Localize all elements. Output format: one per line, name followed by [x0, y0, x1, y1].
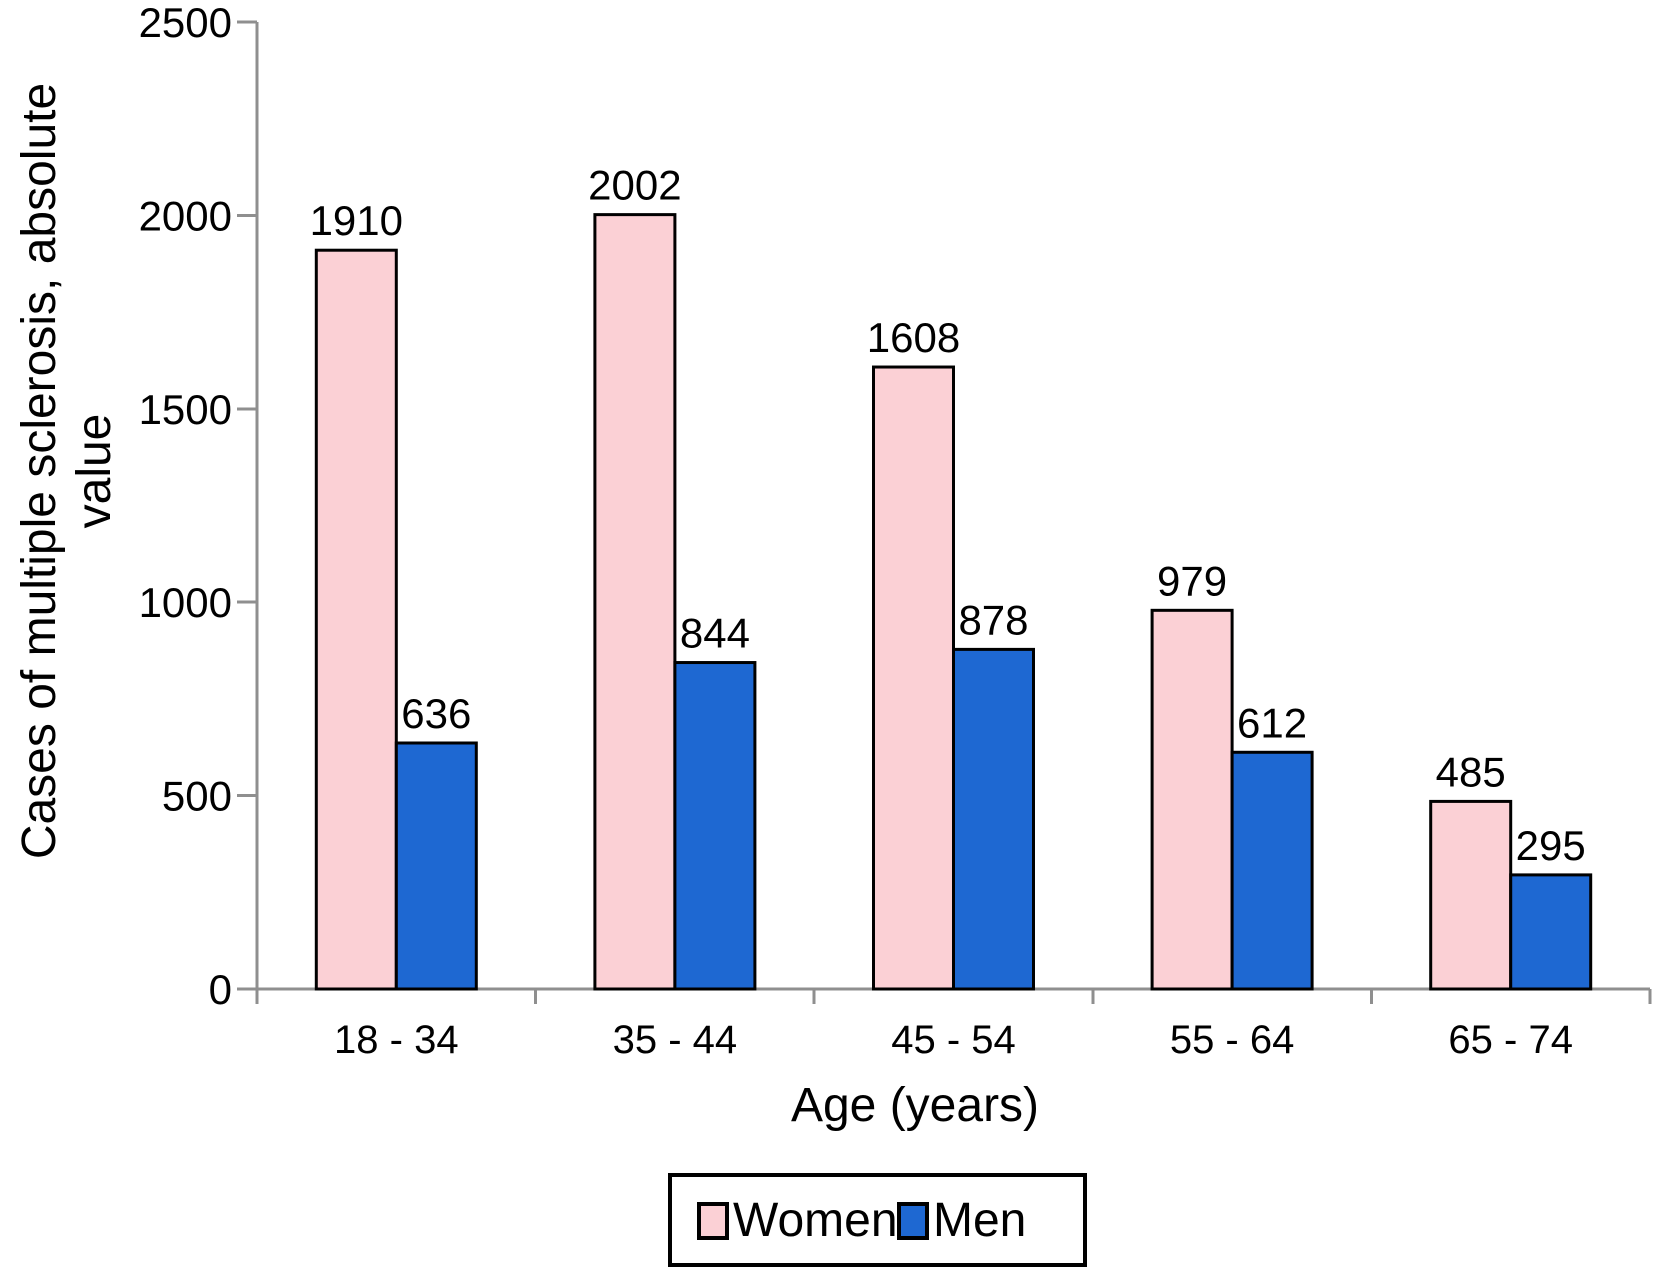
value-label-men-0: 636 — [401, 690, 471, 737]
value-label-men-1: 844 — [680, 610, 750, 657]
bar-men-1 — [673, 661, 757, 991]
x-category-label-2: 45 - 54 — [891, 1018, 1016, 1062]
legend-label-men: Men — [933, 1194, 1027, 1247]
y-axis-title: Cases of multiple sclerosis, absoluteval… — [13, 83, 121, 859]
value-label-men-3: 612 — [1237, 699, 1307, 746]
value-label-women-3: 979 — [1157, 557, 1227, 604]
y-tick-label: 0 — [209, 966, 232, 1013]
x-category-label-3: 55 - 64 — [1170, 1018, 1295, 1062]
bar-women-2 — [872, 365, 955, 991]
bar-men-4 — [1509, 873, 1593, 991]
x-category-label-0: 18 - 34 — [334, 1018, 459, 1062]
legend-item-women: Women — [697, 1194, 898, 1247]
value-label-men-2: 878 — [958, 596, 1028, 643]
legend: Women Men — [668, 1173, 1087, 1267]
legend-label-women: Women — [733, 1194, 898, 1247]
y-tick-label: 2000 — [139, 192, 232, 239]
legend-swatch-women-icon — [697, 1202, 729, 1240]
value-label-women-4: 485 — [1436, 748, 1506, 795]
value-label-women-0: 1910 — [310, 197, 403, 244]
value-label-women-2: 1608 — [867, 314, 960, 361]
value-label-women-1: 2002 — [588, 162, 681, 209]
y-tick-label: 500 — [162, 773, 232, 820]
x-axis-title: Age (years) — [790, 1079, 1040, 1132]
bar-men-0 — [394, 741, 478, 991]
legend-item-men: Men — [897, 1194, 1027, 1247]
bar-women-0 — [314, 248, 398, 991]
y-tick-label: 1500 — [139, 386, 232, 433]
x-category-label-4: 65 - 74 — [1448, 1018, 1573, 1062]
bar-men-3 — [1230, 750, 1314, 991]
bar-women-1 — [593, 213, 677, 991]
y-tick-label: 1000 — [139, 579, 232, 626]
x-category-label-1: 35 - 44 — [613, 1018, 738, 1062]
bar-women-4 — [1429, 799, 1513, 991]
legend-swatch-men-icon — [897, 1202, 929, 1240]
bar-men-2 — [952, 647, 1035, 991]
y-tick-label: 2500 — [139, 0, 232, 46]
bar-women-3 — [1150, 608, 1234, 991]
value-label-men-4: 295 — [1516, 822, 1586, 869]
